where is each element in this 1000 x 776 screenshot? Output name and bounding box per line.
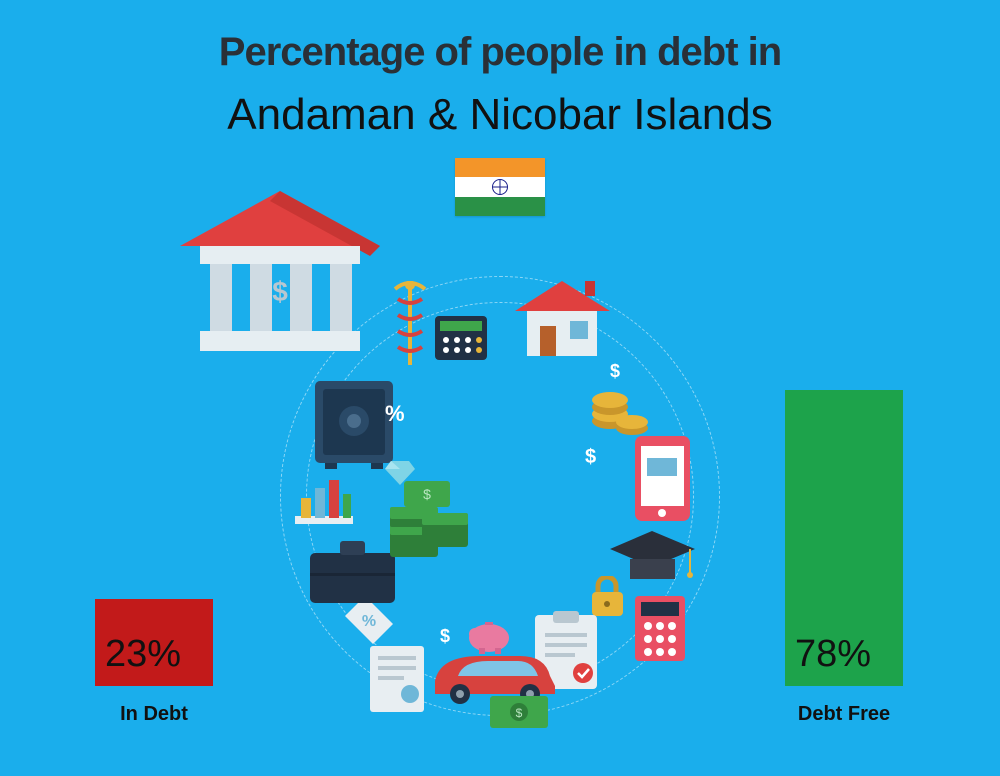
smartphone-icon [635,436,690,521]
percent-tag-icon: % [345,596,393,644]
caduceus-icon [390,281,430,369]
dollar-float-icon: $ [440,626,450,647]
ashoka-chakra-icon [492,179,508,195]
bar-debt-free-value: 78% [795,633,871,676]
flag-green [455,197,545,216]
chart-area: $ [0,236,1000,776]
dollar-float-icon: $ [610,361,620,382]
document-icon [370,646,424,712]
percent-float-icon: % [385,401,405,427]
bar-chart-icon [295,476,353,526]
bar-in-debt-value: 23% [105,633,181,676]
bar-in-debt-label: In Debt [95,703,213,726]
center-illustration: $ [280,276,720,716]
banknote-icon: $ [490,696,548,728]
cash-stack-icon: $ [390,481,468,561]
safe-icon [315,381,393,469]
svg-text:$: $ [516,706,523,720]
calculator-small-icon [435,316,487,360]
flag-white [455,177,545,196]
bank-building-icon: $ [180,191,380,361]
dollar-float-icon: $ [585,446,596,469]
infographic-canvas: Percentage of people in debt in Andaman … [0,0,1000,776]
svg-text:$: $ [272,276,288,307]
gem-icon [385,461,415,485]
piggy-bank-icon [465,616,513,654]
india-flag-icon [455,158,545,216]
calculator-icon [635,596,685,661]
bar-debt-free-label: Debt Free [785,703,903,726]
house-icon [515,281,610,361]
svg-text:%: % [362,613,376,630]
flag-saffron [455,158,545,177]
svg-text:$: $ [423,486,431,502]
title-line-2: Andaman & Nicobar Islands [0,90,1000,140]
briefcase-icon [310,541,395,603]
title-line-1: Percentage of people in debt in [0,30,1000,75]
